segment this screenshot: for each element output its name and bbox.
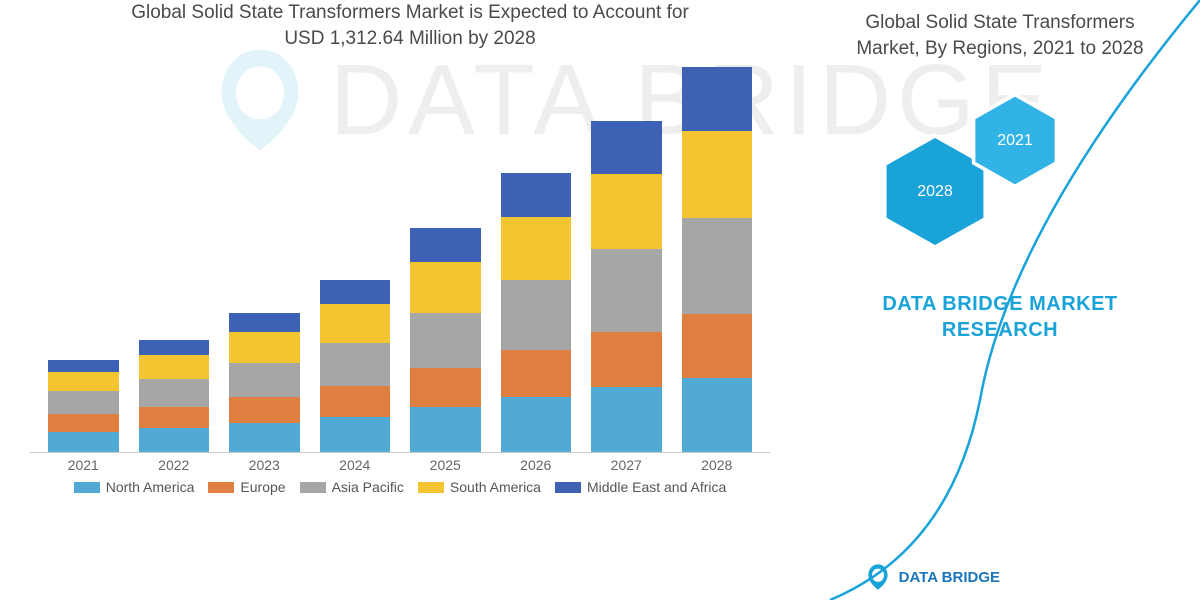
chart-plot-area (30, 63, 770, 453)
bar-group (501, 63, 572, 452)
bar-segment (501, 350, 572, 397)
bar-segment (591, 332, 662, 387)
legend-swatch (418, 482, 444, 493)
legend-label: Asia Pacific (332, 479, 404, 495)
x-axis-label: 2025 (410, 457, 481, 473)
bar-segment (229, 332, 300, 363)
bar-segment (501, 397, 572, 452)
bar-group (682, 63, 753, 452)
legend-item: South America (418, 479, 541, 495)
bar-segment (139, 355, 210, 379)
bar-segment (48, 432, 119, 452)
chart-title: Global Solid State Transformers Market i… (30, 0, 790, 51)
x-axis-label: 2026 (501, 457, 572, 473)
bar-segment (48, 391, 119, 414)
bar-group (591, 63, 662, 452)
hexagon-label: 2021 (997, 132, 1033, 150)
chart-title-line1: Global Solid State Transformers Market i… (131, 2, 689, 23)
side-title-line1: Global Solid State Transformers (865, 12, 1134, 33)
bar-segment (410, 228, 481, 262)
bar-segment (410, 407, 481, 453)
chart-legend: North America Europe Asia Pacific South Ame… (30, 479, 770, 495)
bar-segment (229, 397, 300, 423)
bar-segment (48, 414, 119, 432)
brand-line1: DATA BRIDGE MARKET (882, 293, 1117, 315)
legend-item: Asia Pacific (300, 479, 404, 495)
x-axis-label: 2024 (320, 457, 391, 473)
legend-swatch (300, 482, 326, 493)
bar-segment (501, 280, 572, 350)
bar-segment (48, 372, 119, 392)
bar-segment (410, 368, 481, 407)
legend-swatch (555, 482, 581, 493)
bar-segment (229, 363, 300, 397)
chart-title-line2: USD 1,312.64 Million by 2028 (284, 28, 535, 49)
x-axis-label: 2023 (229, 457, 300, 473)
bar-segment (320, 343, 391, 385)
bar-group (139, 63, 210, 452)
bar-segment (48, 360, 119, 371)
brand-line2: RESEARCH (942, 319, 1058, 341)
hexagon-badge: 2021 (970, 91, 1060, 190)
legend-item: North America (74, 479, 195, 495)
bar-segment (139, 379, 210, 407)
bar-segment (410, 313, 481, 368)
chart-panel: Global Solid State Transformers Market i… (0, 0, 800, 600)
bar-segment (682, 218, 753, 314)
x-axis-label: 2021 (48, 457, 119, 473)
x-axis-label: 2022 (139, 457, 210, 473)
legend-item: Middle East and Africa (555, 479, 726, 495)
bar-segment (229, 423, 300, 452)
bar-segment (139, 407, 210, 428)
bar-segment (682, 314, 753, 377)
legend-swatch (208, 482, 234, 493)
bar-segment (139, 428, 210, 452)
legend-label: South America (450, 479, 541, 495)
bar-segment (591, 249, 662, 332)
bar-group (229, 63, 300, 452)
hexagon-label: 2028 (917, 183, 953, 201)
side-panel: Global Solid State Transformers Market, … (800, 0, 1200, 600)
bar-segment (682, 67, 753, 130)
legend-swatch (74, 482, 100, 493)
bar-segment (320, 280, 391, 304)
x-axis-labels: 2021 2022 2023 2024 2025 2026 2027 2028 (30, 453, 770, 473)
bar-segment (591, 387, 662, 452)
bar-segment (320, 386, 391, 417)
bar-group (320, 63, 391, 452)
bar-segment (501, 173, 572, 217)
side-title-line2: Market, By Regions, 2021 to 2028 (856, 38, 1143, 59)
bar-group (410, 63, 481, 452)
legend-label: Europe (240, 479, 285, 495)
legend-label: Middle East and Africa (587, 479, 726, 495)
x-axis-label: 2027 (591, 457, 662, 473)
bar-segment (682, 131, 753, 219)
bar-segment (501, 217, 572, 280)
bar-group (48, 63, 119, 452)
bar-segment (320, 304, 391, 343)
bar-segment (139, 340, 210, 355)
hexagon-graphic: 2028 2021 (810, 71, 1190, 291)
bar-segment (591, 121, 662, 175)
bar-segment (410, 262, 481, 312)
x-axis-label: 2028 (682, 457, 753, 473)
bar-segment (682, 378, 753, 453)
bar-segment (320, 417, 391, 453)
brand-text: DATA BRIDGE MARKET RESEARCH (875, 291, 1125, 343)
legend-item: Europe (208, 479, 285, 495)
side-title: Global Solid State Transformers Market, … (810, 10, 1190, 61)
legend-label: North America (106, 479, 195, 495)
bar-segment (229, 313, 300, 333)
bar-segment (591, 174, 662, 249)
